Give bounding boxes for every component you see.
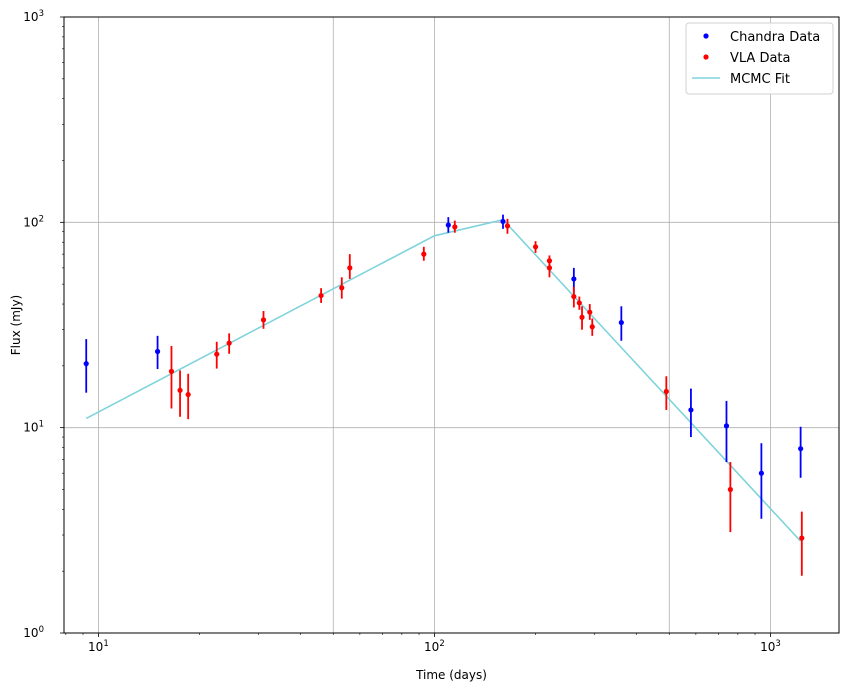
vla-data-point — [421, 251, 427, 257]
x-tick-label: 101 — [88, 639, 109, 654]
y-tick-label: 103 — [23, 9, 44, 24]
legend-label-chandra-data: Chandra Data — [730, 30, 820, 45]
chandra-data-point — [500, 218, 506, 225]
chandra-data-point — [688, 407, 694, 413]
legend-label-mcmc-fit: MCMC Fit — [730, 72, 790, 87]
x-tick-label: 103 — [760, 639, 781, 654]
x-axis-label: Time (days) — [415, 668, 487, 682]
vla-data-point — [579, 314, 585, 320]
legend-box — [685, 22, 834, 95]
vla-data-point — [546, 265, 553, 271]
legend-label-vla-data: VLA Data — [730, 51, 791, 66]
y-tick-label: 101 — [23, 420, 44, 435]
vla-data-point — [339, 285, 345, 291]
vla-data-point — [571, 293, 577, 300]
vla-data-point — [226, 340, 232, 346]
chandra-data-point — [445, 222, 451, 228]
vla-data-point — [587, 309, 593, 315]
chandra-data-point — [723, 423, 730, 429]
chandra-data-point — [798, 446, 804, 452]
vla-data-point — [576, 300, 582, 306]
vla-data-point — [214, 351, 220, 357]
vla-data-point — [799, 535, 805, 541]
axis-ticks: 101 102 103 100 101 102 103 — [23, 9, 780, 654]
vla-data-point — [260, 317, 267, 323]
vla-data-point — [589, 324, 595, 330]
data-points — [83, 214, 805, 576]
chandra-data-point — [618, 319, 624, 326]
vla-data-point — [168, 368, 175, 374]
vla-data-point — [177, 387, 183, 393]
chandra-data-point — [758, 470, 764, 476]
y-axis-label: Flux (mJy) — [9, 295, 23, 355]
chandra-data-point — [571, 276, 577, 282]
chandra-data-point — [83, 361, 89, 367]
plot-frame — [63, 16, 840, 634]
grid — [64, 16, 839, 634]
legend: Chandra Data VLA Data MCMC Fit — [685, 22, 834, 95]
x-tick-label: 102 — [424, 639, 445, 654]
vla-data-point — [347, 265, 353, 271]
legend-swatch-vla-data — [703, 54, 709, 60]
legend-swatch-chandra-data — [703, 33, 709, 39]
vla-data-point — [185, 391, 191, 398]
vla-data-point — [318, 292, 324, 299]
vla-data-point — [452, 224, 458, 230]
y-tick-label: 102 — [23, 214, 44, 229]
mcmc-fit-line — [85, 218, 802, 542]
vla-data-point — [504, 223, 511, 229]
y-tick-label: 100 — [23, 625, 44, 640]
mcmc-fit-line — [85, 218, 802, 542]
vla-data-point — [727, 486, 733, 493]
chandra-data-point — [154, 348, 161, 355]
vla-data-point — [663, 388, 669, 395]
vla-data-point — [532, 244, 539, 250]
